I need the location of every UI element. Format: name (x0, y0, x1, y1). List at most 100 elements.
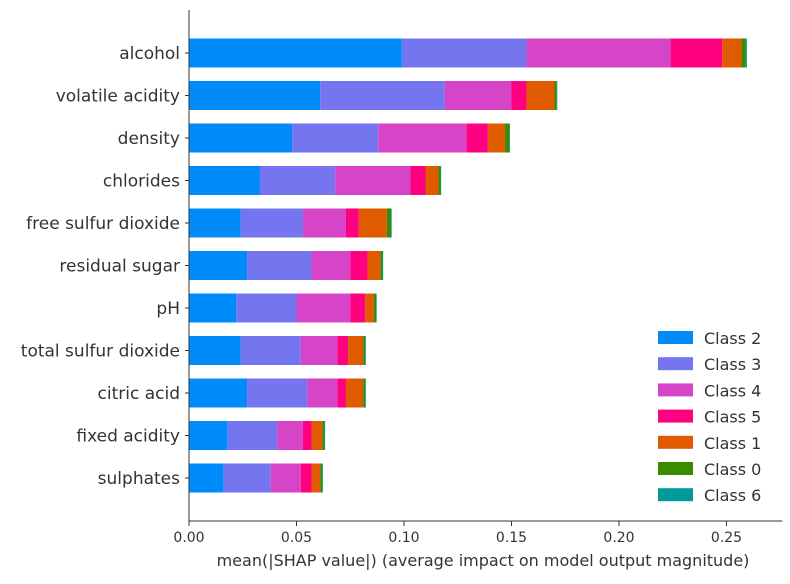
bar-citric-acid-class-6 (365, 378, 366, 408)
bar-ph-class-0 (373, 293, 377, 323)
bar-chlorides-class-5 (410, 166, 426, 195)
y-tick-label-volatile-acidity: volatile acidity (56, 87, 180, 107)
bar-alcohol-class-5 (670, 38, 723, 68)
bar-total-sulfur-dioxide-class-2 (189, 336, 241, 365)
legend-label-class-5: Class 5 (704, 408, 761, 427)
bar-density-class-5 (466, 123, 488, 153)
bar-free-sulfur-dioxide-class-4 (302, 208, 346, 238)
bar-alcohol-class-4 (526, 38, 671, 68)
bar-ph-class-5 (350, 293, 366, 323)
bar-volatile-acidity-class-4 (444, 81, 512, 110)
bar-ph-class-3 (236, 293, 297, 323)
bar-sulphates-class-5 (300, 463, 312, 493)
bar-citric-acid-class-2 (189, 378, 248, 408)
bar-chlorides-class-3 (259, 166, 336, 195)
legend-swatch-class-2 (658, 331, 693, 344)
bar-total-sulfur-dioxide-class-6 (365, 336, 366, 365)
bar-chlorides-class-6 (440, 166, 442, 195)
bar-chlorides-class-1 (425, 166, 439, 195)
bar-alcohol-class-1 (722, 38, 742, 68)
bar-free-sulfur-dioxide-class-5 (345, 208, 359, 238)
legend-label-class-6: Class 6 (704, 486, 761, 505)
bar-sulphates-class-2 (189, 463, 224, 493)
bar-free-sulfur-dioxide-class-3 (240, 208, 303, 238)
bar-volatile-acidity-class-2 (189, 81, 321, 110)
legend-swatch-class-3 (658, 357, 693, 371)
bar-density-class-4 (378, 123, 467, 153)
bar-citric-acid-class-3 (247, 378, 308, 408)
x-ticks: 0.00 0.05 0.10 0.15 0.20 0.25 (173, 521, 742, 546)
bar-alcohol-class-0 (741, 38, 746, 68)
legend-swatch-class-6 (658, 488, 693, 502)
x-tick-label: 0.15 (496, 530, 527, 546)
bar-fixed-acidity-class-3 (227, 421, 278, 450)
bar-sulphates-class-0 (320, 463, 323, 493)
bar-residual-sugar-class-5 (350, 251, 368, 280)
bar-fixed-acidity-class-0 (322, 421, 325, 450)
bar-density-class-2 (189, 123, 293, 153)
y-tick-label-sulphates: sulphates (98, 469, 180, 489)
bar-free-sulfur-dioxide-class-6 (391, 208, 392, 238)
bar-fixed-acidity-class-2 (189, 421, 228, 450)
bar-fixed-acidity-class-6 (324, 421, 326, 450)
bar-fixed-acidity-class-1 (311, 421, 323, 450)
bar-density-class-0 (505, 123, 510, 153)
y-tick-label-chlorides: chlorides (103, 172, 180, 192)
bar-sulphates-class-4 (270, 463, 301, 493)
legend-swatch-class-4 (658, 383, 693, 397)
bar-ph-class-1 (365, 293, 374, 323)
bar-chlorides-class-2 (189, 166, 260, 195)
legend-label-class-1: Class 1 (704, 434, 761, 453)
legend-label-class-4: Class 4 (704, 381, 761, 400)
legend-label-class-0: Class 0 (704, 460, 761, 479)
bar-volatile-acidity-class-3 (320, 81, 445, 110)
bar-total-sulfur-dioxide-class-3 (240, 336, 301, 365)
x-tick-label: 0.05 (281, 530, 312, 546)
bar-alcohol-class-2 (189, 38, 402, 68)
y-tick-label-total-sulfur-dioxide: total sulfur dioxide (21, 342, 180, 362)
bar-ph-class-6 (376, 293, 377, 323)
x-tick-label: 0.20 (603, 530, 634, 546)
bar-ph-class-4 (296, 293, 351, 323)
bar-total-sulfur-dioxide-class-0 (363, 336, 366, 365)
legend-label-class-2: Class 2 (704, 329, 761, 348)
bar-citric-acid-class-5 (337, 378, 346, 408)
bar-density-class-3 (292, 123, 379, 153)
y-tick-label-ph: pH (156, 299, 180, 319)
bar-citric-acid-class-1 (345, 378, 364, 408)
bars-layer (189, 38, 747, 493)
bar-volatile-acidity-class-1 (526, 81, 555, 110)
bar-residual-sugar-class-2 (189, 251, 248, 280)
x-tick-label: 0.25 (711, 530, 742, 546)
x-axis-label: mean(|SHAP value|) (average impact on mo… (217, 551, 750, 570)
x-tick-label: 0.10 (388, 530, 419, 546)
y-tick-label-alcohol: alcohol (119, 44, 180, 64)
bar-volatile-acidity-class-0 (554, 81, 557, 110)
bar-sulphates-class-6 (322, 463, 323, 493)
bar-free-sulfur-dioxide-class-0 (386, 208, 392, 238)
bar-fixed-acidity-class-5 (302, 421, 312, 450)
bar-citric-acid-class-4 (307, 378, 338, 408)
bar-total-sulfur-dioxide-class-1 (348, 336, 364, 365)
x-tick-label: 0.00 (173, 530, 204, 546)
bar-citric-acid-class-0 (363, 378, 366, 408)
bar-sulphates-class-1 (311, 463, 321, 493)
bar-free-sulfur-dioxide-class-2 (189, 208, 241, 238)
bar-residual-sugar-class-4 (311, 251, 351, 280)
bar-sulphates-class-3 (223, 463, 271, 493)
bar-chlorides-class-4 (335, 166, 411, 195)
bar-residual-sugar-class-1 (367, 251, 381, 280)
y-tick-label-residual-sugar: residual sugar (59, 257, 180, 277)
y-tick-label-density: density (118, 129, 180, 149)
bar-total-sulfur-dioxide-class-4 (300, 336, 338, 365)
legend: Class 2 Class 3 Class 4 Class 5 Class 1 Class… (658, 329, 761, 505)
bar-fixed-acidity-class-4 (277, 421, 303, 450)
y-tick-label-citric-acid: citric acid (98, 384, 180, 404)
bar-density-class-6 (509, 123, 510, 153)
legend-swatch-class-1 (658, 435, 693, 449)
bar-free-sulfur-dioxide-class-1 (358, 208, 387, 238)
legend-label-class-3: Class 3 (704, 355, 761, 374)
bar-total-sulfur-dioxide-class-5 (337, 336, 349, 365)
